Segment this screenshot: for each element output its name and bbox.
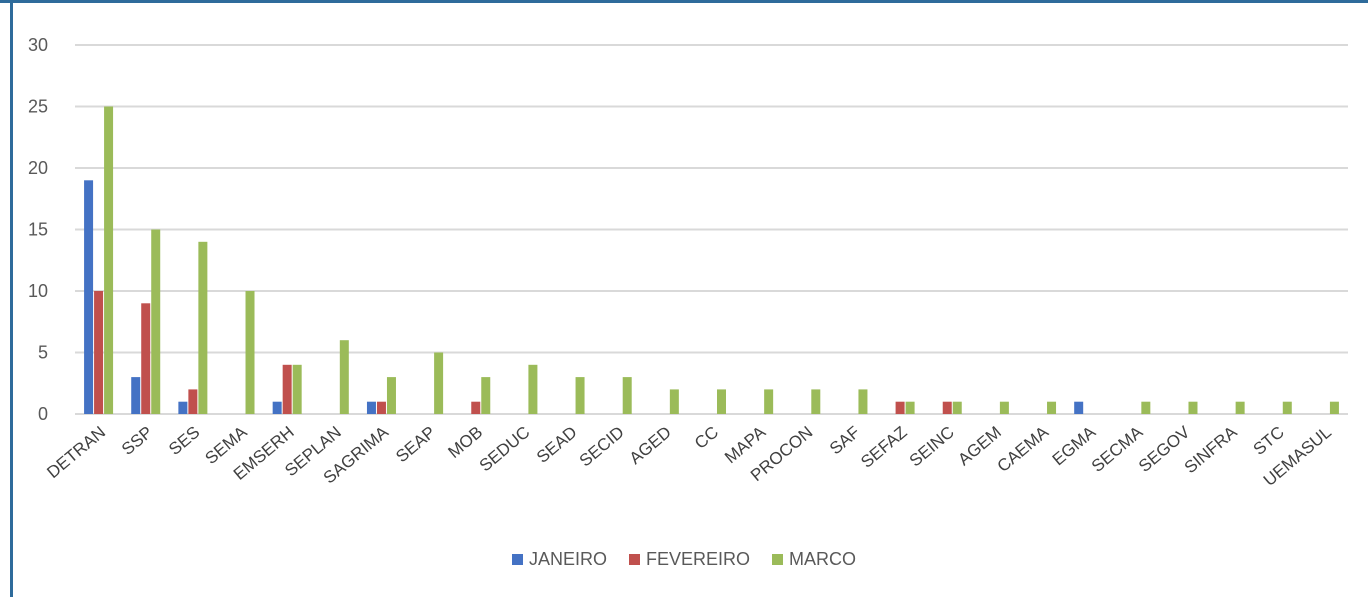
bar-fevereiro-sefaz bbox=[895, 401, 905, 414]
x-tick-label: CAEMA bbox=[994, 422, 1053, 476]
x-tick-label: CC bbox=[691, 423, 722, 453]
bar-fevereiro-sagrima bbox=[376, 401, 386, 414]
x-tick-label: SEAP bbox=[392, 423, 439, 467]
y-axis: 0 5 10 15 20 25 30 bbox=[28, 35, 48, 424]
legend-item-marco: MARCO bbox=[772, 549, 856, 570]
x-tick-label: DETRAN bbox=[43, 423, 109, 482]
bar-fevereiro-ses bbox=[188, 389, 198, 414]
bar-marco-seplan bbox=[339, 340, 349, 414]
bar-marco-seinc bbox=[952, 401, 962, 414]
bar-marco-uemasul bbox=[1329, 401, 1339, 414]
bar-marco-emserh bbox=[292, 364, 302, 414]
bar-marco-ses bbox=[198, 241, 208, 414]
bar-marco-agem bbox=[999, 401, 1009, 414]
bar-marco-ssp bbox=[151, 229, 161, 414]
legend-swatch bbox=[772, 554, 784, 565]
frame-border-left bbox=[10, 0, 13, 597]
y-tick-label: 15 bbox=[28, 220, 48, 240]
bar-marco-mapa bbox=[764, 389, 774, 414]
legend-label: FEVEREIRO bbox=[645, 549, 751, 569]
y-tick-label: 0 bbox=[38, 404, 48, 424]
bar-marco-sagrima bbox=[386, 377, 396, 414]
bars bbox=[84, 106, 1339, 414]
x-tick-label: AGED bbox=[626, 423, 675, 469]
x-tick-label: SEFAZ bbox=[857, 423, 910, 472]
bar-fevereiro-emserh bbox=[282, 364, 292, 414]
legend-swatch bbox=[511, 554, 523, 565]
bar-marco-cc bbox=[717, 389, 726, 414]
x-tick-label: SAF bbox=[826, 423, 864, 459]
bar-marco-caema bbox=[1047, 401, 1057, 414]
x-tick-label: SEDUC bbox=[476, 423, 534, 476]
bar-marco-aged bbox=[669, 389, 679, 414]
bar-fevereiro-detran bbox=[94, 291, 104, 414]
bar-marco-sead bbox=[575, 377, 585, 414]
bar-marco-stc bbox=[1282, 401, 1292, 414]
bar-janeiro-egma bbox=[1074, 401, 1084, 414]
bar-marco-procon bbox=[811, 389, 821, 414]
bar-janeiro-ses bbox=[178, 401, 188, 414]
bar-janeiro-emserh bbox=[272, 401, 282, 414]
bar-janeiro-ssp bbox=[131, 377, 141, 414]
legend-label: MARCO bbox=[789, 549, 857, 569]
gridlines bbox=[75, 44, 1348, 415]
x-tick-label: SECID bbox=[576, 423, 628, 471]
y-tick-label: 20 bbox=[28, 158, 48, 178]
bar-fevereiro-mob bbox=[471, 401, 481, 414]
legend: JANEIRO FEVEREIRO MARCO bbox=[0, 549, 1368, 570]
bar-marco-detran bbox=[104, 106, 114, 414]
bar-janeiro-sagrima bbox=[366, 401, 376, 414]
x-tick-label: SES bbox=[165, 423, 203, 459]
y-tick-label: 10 bbox=[28, 281, 48, 301]
bar-marco-sema bbox=[245, 291, 255, 414]
bar-fevereiro-ssp bbox=[141, 303, 151, 414]
legend-label: JANEIRO bbox=[528, 549, 607, 569]
legend-swatch bbox=[628, 554, 640, 565]
y-tick-label: 25 bbox=[28, 97, 48, 117]
x-tick-label: SEAD bbox=[533, 423, 581, 467]
x-tick-label: SSP bbox=[118, 423, 156, 459]
bar-janeiro-detran bbox=[84, 180, 94, 414]
bar-marco-secid bbox=[622, 377, 632, 414]
bar-fevereiro-seinc bbox=[942, 401, 952, 414]
legend-item-fevereiro: FEVEREIRO bbox=[628, 549, 751, 570]
x-tick-label: SEINC bbox=[906, 423, 958, 471]
bar-marco-saf bbox=[858, 389, 868, 414]
x-tick-label: SINFRA bbox=[1181, 422, 1241, 477]
bar-marco-mob bbox=[481, 377, 491, 414]
bar-marco-seap bbox=[434, 352, 444, 414]
bar-marco-secma bbox=[1141, 401, 1151, 414]
bar-marco-sinfra bbox=[1235, 401, 1245, 414]
y-tick-label: 5 bbox=[38, 343, 48, 363]
bar-marco-seduc bbox=[528, 364, 538, 414]
y-tick-label: 30 bbox=[28, 35, 48, 55]
legend-item-janeiro: JANEIRO bbox=[511, 549, 607, 570]
bar-marco-segov bbox=[1188, 401, 1198, 414]
x-tick-label: SECMA bbox=[1088, 422, 1147, 476]
bar-marco-sefaz bbox=[905, 401, 915, 414]
frame-border-top bbox=[0, 0, 1368, 3]
x-tick-label: STC bbox=[1250, 423, 1288, 459]
